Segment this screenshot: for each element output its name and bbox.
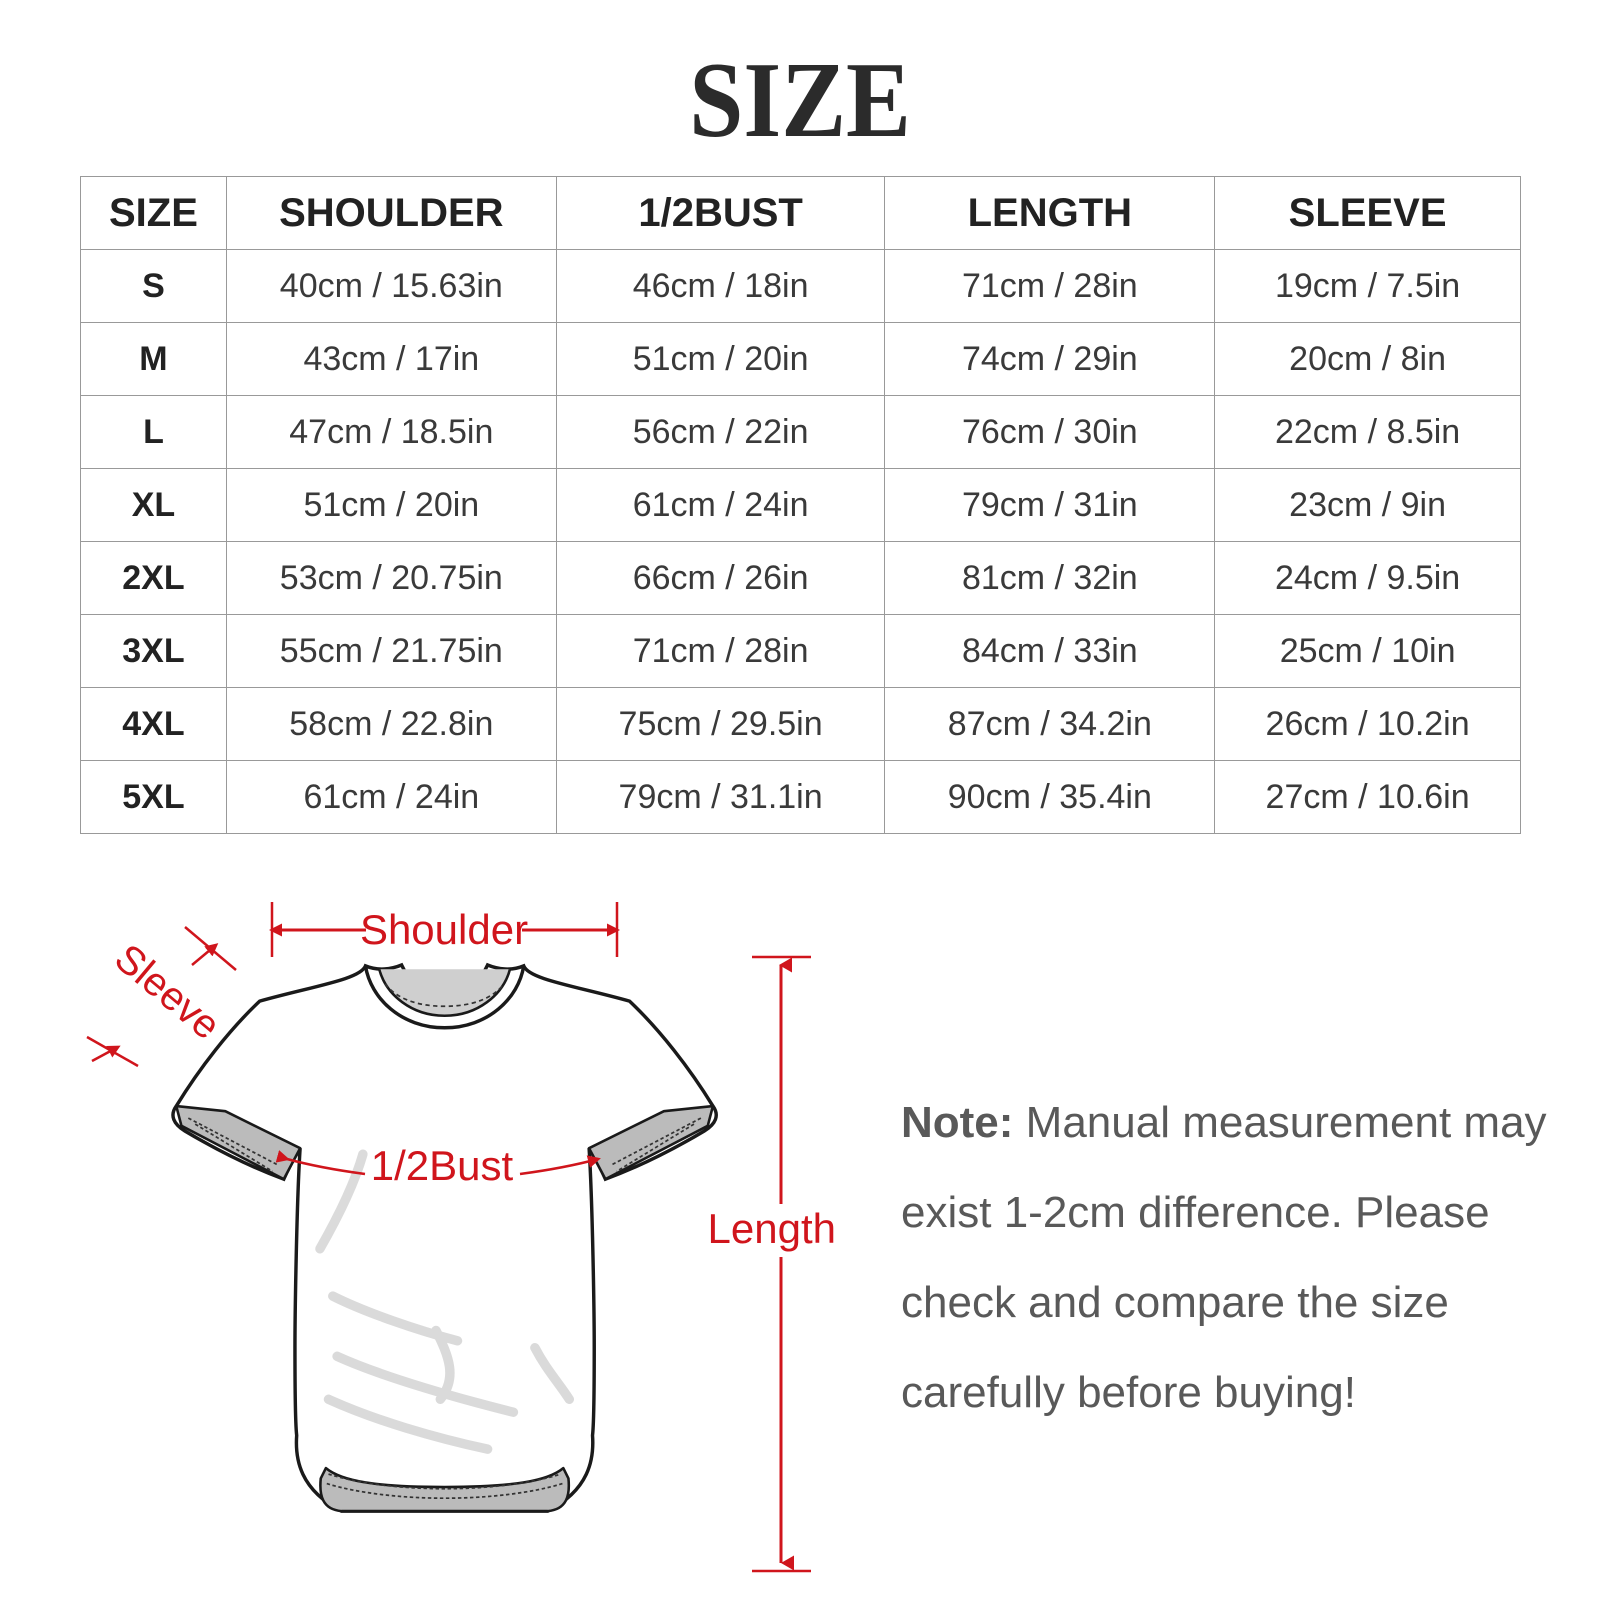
svg-text:Length: Length bbox=[708, 1205, 836, 1252]
svg-text:Shoulder: Shoulder bbox=[360, 906, 528, 953]
svg-text:1/2Bust: 1/2Bust bbox=[371, 1142, 514, 1189]
svg-text:Sleeve: Sleeve bbox=[106, 936, 228, 1048]
